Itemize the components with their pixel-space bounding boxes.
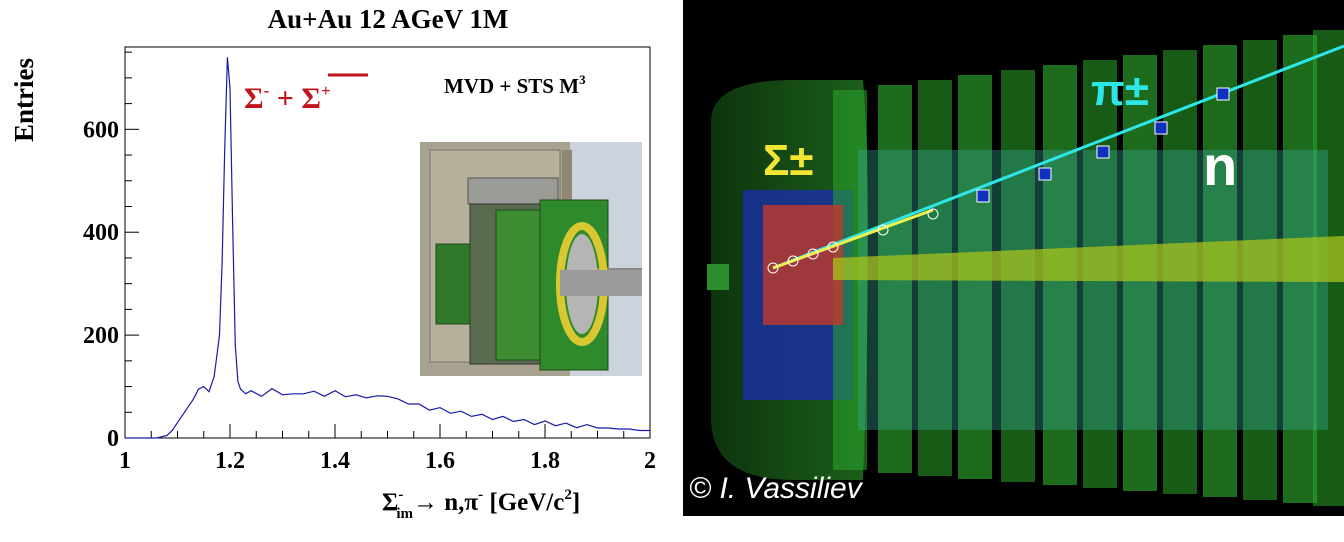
y-axis-ticks: 0 200 400 600 [83,51,139,452]
x-tick-label: 1.6 [425,448,455,474]
track-hit [927,208,939,220]
track-hit [1038,167,1052,181]
sigma-label: Σ± [763,136,814,185]
mvd-sensors [763,205,843,325]
track-hit [976,189,990,203]
track-hit [1096,145,1110,159]
neutron-label: n [1203,134,1237,197]
event-display-panel: Σ± π± n © I. Vassiliev [683,0,1344,516]
y-tick-label: 400 [83,220,119,246]
x-tick-label: 2 [644,448,656,474]
pion-label: π± [1091,66,1149,115]
histogram-series-line [125,57,650,439]
x-tick-label: 1.8 [530,448,560,474]
credit-text: © I. Vassiliev [689,472,864,505]
y-tick-label: 200 [83,323,119,349]
annotation-sigma: Σ- + Σ+ [244,81,331,115]
y-tick-label: 600 [83,117,119,143]
track-hit [787,255,799,267]
x-tick-label: 1.4 [320,448,350,474]
detector-inset-image [420,142,642,376]
histogram-chart: Au+Au 12 AGeV 1M Entries 0 200 400 600 1 1.2… [9,4,656,522]
annotation-detector: MVD + STS M3 [444,72,586,98]
track-hit [1154,121,1168,135]
track-hit [767,262,779,274]
histogram-panel: Au+Au 12 AGeV 1M Entries 0 200 400 600 1 1.2… [0,0,672,537]
track-hit [877,224,889,236]
track-hit [827,241,839,253]
chart-title: Au+Au 12 AGeV 1M [268,4,509,34]
y-tick-label: 0 [107,426,119,452]
x-axis-label: Σ-im→ n,π- [GeV/c2] [382,487,580,522]
x-tick-label: 1.2 [215,448,245,474]
x-axis-ticks: 1 1.2 1.4 1.6 1.8 2 [119,424,656,474]
y-axis-label: Entries [9,58,39,142]
track-hit [807,248,819,260]
track-hit [1216,87,1230,101]
x-tick-label: 1 [119,448,131,474]
detector-core [858,150,1328,430]
event-display-image: Σ± π± n © I. Vassiliev [683,0,1344,516]
